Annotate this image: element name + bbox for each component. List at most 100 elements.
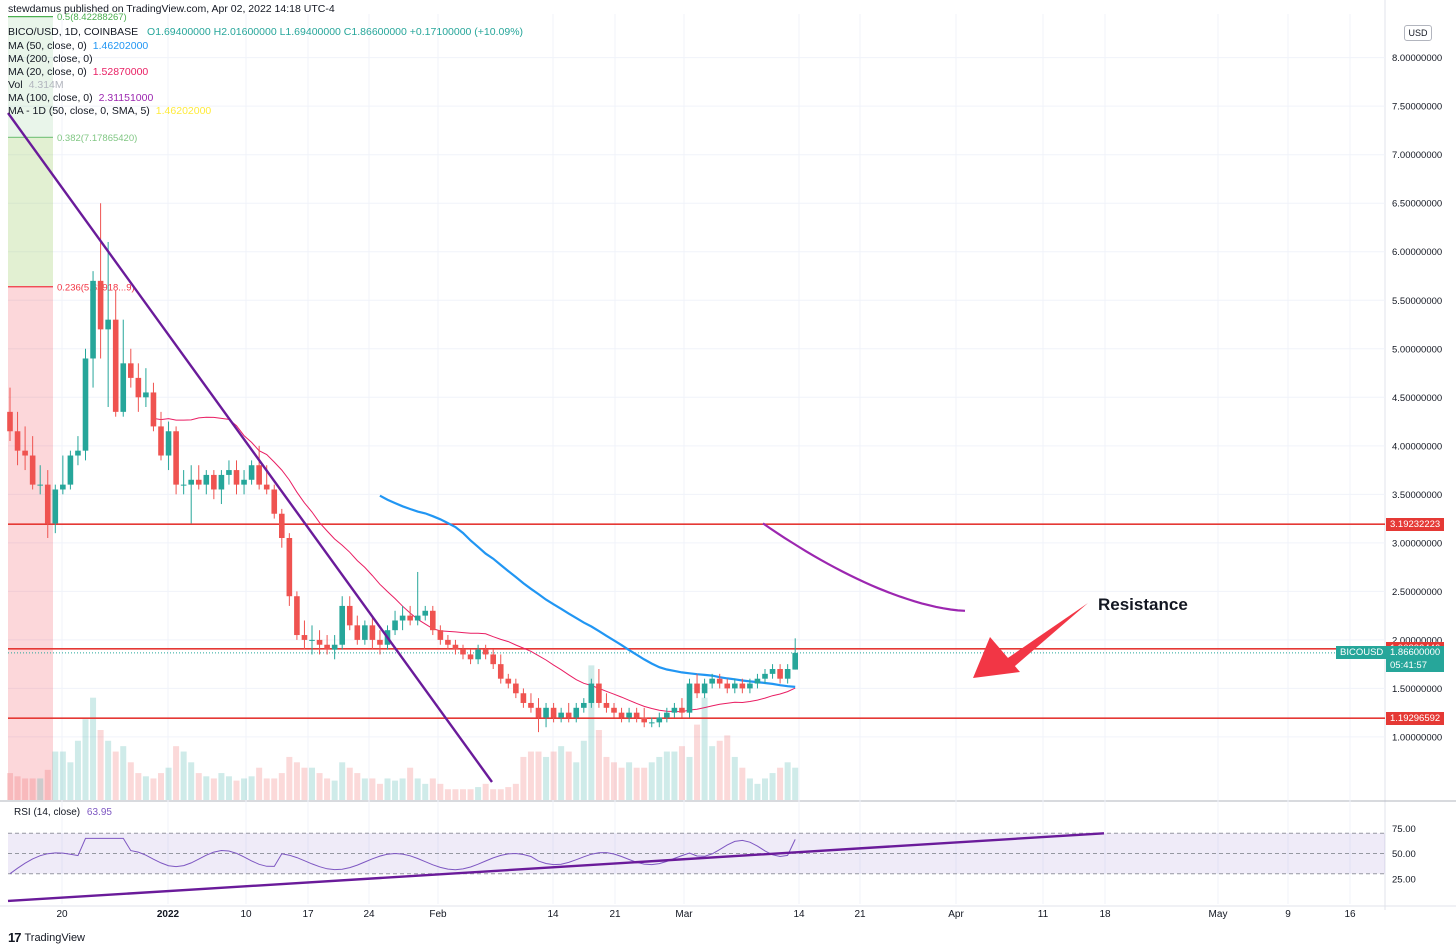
- candle-body: [686, 683, 693, 713]
- y-tick-label: 4.00000000: [1392, 441, 1442, 452]
- volume-bar: [558, 746, 565, 800]
- candle-body: [709, 678, 715, 684]
- candle-body: [316, 639, 323, 645]
- y-tick-label: 6.00000000: [1392, 247, 1442, 258]
- volume-bar: [573, 762, 580, 800]
- candle-body: [143, 392, 149, 398]
- volume-bar: [376, 783, 383, 800]
- volume-bar: [694, 724, 701, 800]
- volume-bar: [618, 767, 625, 800]
- x-tick-label: Mar: [675, 909, 693, 920]
- candle-body: [633, 712, 640, 718]
- candle-body: [203, 474, 210, 485]
- y-tick-label: 7.50000000: [1392, 102, 1442, 113]
- volume-bar: [754, 783, 761, 800]
- volume-bar: [331, 780, 338, 800]
- volume-bar: [74, 740, 81, 800]
- volume-bar: [309, 767, 315, 800]
- ma100-line: [762, 522, 966, 612]
- tradingview-footer[interactable]: 17 TradingView: [8, 930, 85, 945]
- y-tick-label: 5.50000000: [1392, 296, 1442, 307]
- candle-body: [445, 639, 451, 645]
- candle-body: [754, 678, 761, 684]
- candle-body: [158, 426, 164, 456]
- volume-bar: [512, 783, 519, 800]
- fib-level-label: 0.382(7.17865420): [57, 133, 137, 144]
- candle-body: [52, 489, 59, 524]
- volume-bar: [29, 778, 36, 800]
- candle-body: [588, 683, 595, 703]
- indicator-name: Vol: [8, 79, 23, 91]
- volume-bar: [135, 773, 142, 800]
- candle-body: [716, 678, 723, 684]
- volume-bar: [22, 778, 29, 800]
- volume-bar: [384, 778, 391, 800]
- volume-bar: [59, 751, 66, 800]
- volume-bar: [165, 767, 172, 800]
- currency-badge[interactable]: USD: [1404, 25, 1432, 41]
- candle-body: [482, 649, 489, 655]
- candle-body: [513, 683, 519, 694]
- rsi-legend: RSI (14, close) 63.95: [14, 807, 112, 818]
- volume-bar: [150, 778, 157, 800]
- volume-bar: [731, 756, 738, 800]
- candle-body: [679, 707, 685, 713]
- candle-body: [241, 479, 247, 485]
- rsi-line: [9, 837, 796, 875]
- candle-body: [369, 625, 376, 640]
- rsi-name: RSI (14, close): [14, 807, 81, 818]
- candle-body: [414, 615, 421, 621]
- indicator-row[interactable]: MA (100, close, 0) 2.31151000: [8, 92, 153, 105]
- indicator-value: 1.46202000: [155, 105, 212, 117]
- candle-body: [399, 615, 406, 621]
- indicator-row[interactable]: MA (200, close, 0): [8, 53, 99, 66]
- indicator-row[interactable]: MA (50, close, 0) 1.46202000: [8, 40, 148, 53]
- candle-body: [248, 465, 255, 480]
- x-tick-label: 14: [547, 909, 559, 920]
- x-tick-label: 14: [793, 909, 805, 920]
- indicator-row[interactable]: MA (20, close, 0) 1.52870000: [8, 66, 148, 79]
- volume-bar: [210, 778, 217, 800]
- x-tick-label: Apr: [948, 909, 964, 920]
- indicator-row[interactable]: MA - 1D (50, close, 0, SMA, 5) 1.46202000: [8, 105, 211, 118]
- candle-body: [535, 707, 542, 718]
- rsi-trendline: [7, 832, 1105, 903]
- volume-bar: [467, 789, 474, 800]
- indicator-value: 4.314M: [28, 79, 64, 91]
- tradingview-logo-icon: 17: [8, 930, 22, 945]
- arrow-head: [973, 637, 1020, 678]
- volume-bar: [195, 773, 202, 800]
- volume-bar: [354, 773, 361, 800]
- volume-bar: [429, 778, 436, 800]
- candle-body: [22, 450, 28, 456]
- candle-body: [339, 605, 345, 645]
- candle-body: [603, 702, 610, 708]
- x-tick-label: 18: [1099, 909, 1111, 920]
- indicator-name: MA - 1D (50, close, 0, SMA, 5): [8, 105, 150, 117]
- fib-level-label: 0.5(8.42288267): [57, 12, 127, 23]
- volume-bar: [97, 730, 104, 800]
- y-tick-label: 5.00000000: [1392, 344, 1442, 355]
- volume-bar: [392, 780, 399, 800]
- candle-body: [233, 470, 240, 485]
- volume-bar: [505, 787, 512, 800]
- candle-body: [430, 610, 436, 631]
- volume-bar: [278, 773, 285, 800]
- candle-body: [581, 702, 587, 708]
- y-tick-label: 3.50000000: [1392, 490, 1442, 501]
- indicator-row[interactable]: Vol 4.314M: [8, 79, 64, 92]
- volume-bar: [663, 751, 670, 800]
- candle-body: [407, 615, 413, 621]
- candle-body: [331, 644, 338, 650]
- volume-bar: [490, 789, 497, 800]
- symbol-name[interactable]: BICO/USD, 1D, COINBASE: [8, 26, 139, 38]
- volume-bar: [188, 762, 195, 800]
- candle-body: [362, 625, 368, 640]
- volume-bar: [633, 767, 640, 800]
- candle-body: [279, 513, 285, 538]
- candle-body: [165, 431, 172, 456]
- volume-bar: [777, 767, 784, 800]
- volume-bar: [701, 697, 708, 800]
- volume-bar: [127, 762, 134, 800]
